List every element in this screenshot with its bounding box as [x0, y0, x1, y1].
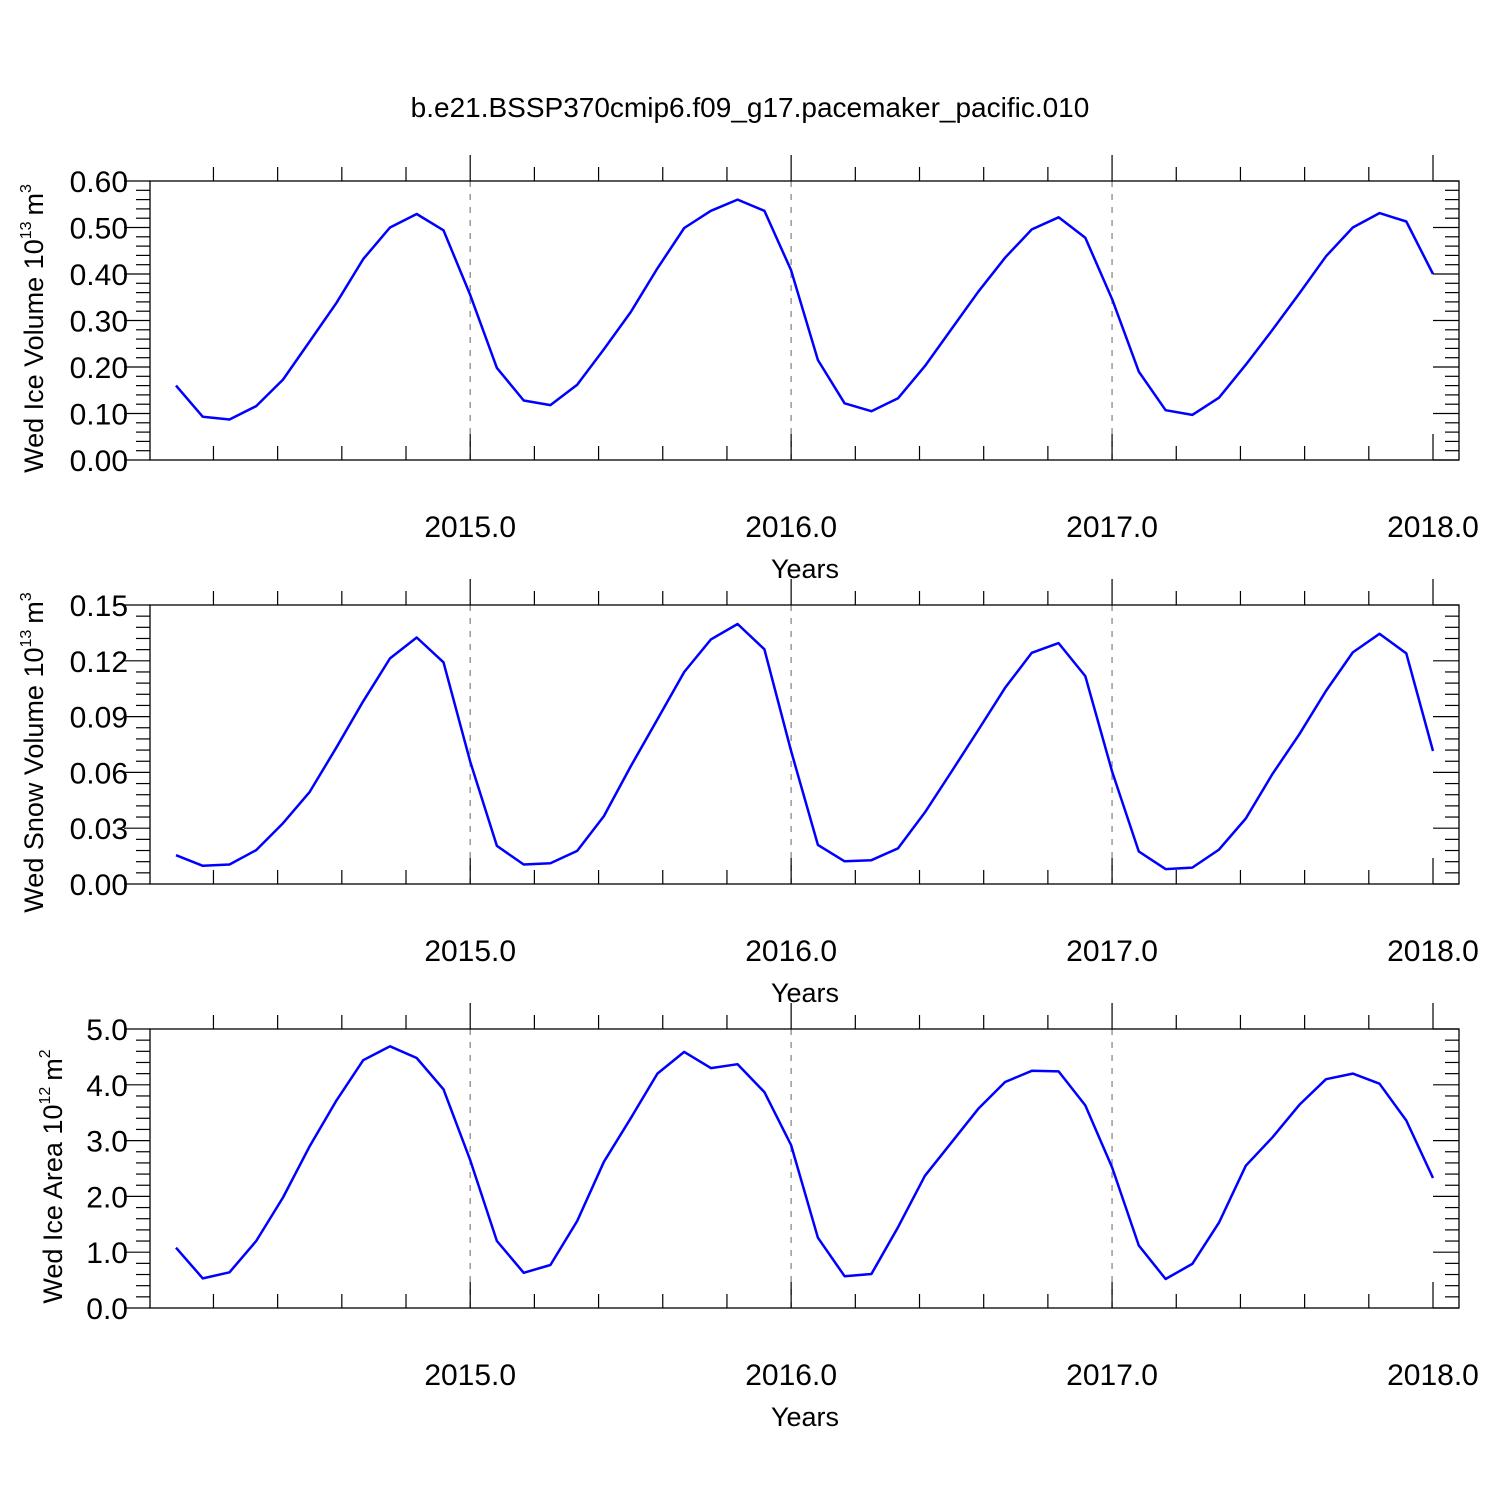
y-axis-title-exponent: 13: [18, 221, 35, 239]
y-tick-label: 0.20: [70, 352, 128, 385]
y-tick-label: 5.0: [86, 1014, 128, 1047]
panel-ice-area: 0.0 1.0 2.0 3.0 4.0 5.0 2015.0 2016.0 2017.0 2018…: [37, 1003, 1479, 1432]
panel-snow-volume: 0.00 0.03 0.06 0.09 0.12 0.15 2015.0 2016.0 2017…: [18, 579, 1479, 1008]
y-tick-label: 0.50: [70, 213, 128, 246]
y-axis-title-main: Wed Ice Volume 10: [19, 239, 49, 473]
y-tick-label: 0.00: [70, 445, 128, 478]
y-tick-label: 0.00: [70, 869, 128, 902]
x-tick-label: 2015.0: [424, 511, 516, 544]
y-axis-title-unit: m: [19, 193, 49, 216]
y-tick-label: 0.0: [86, 1293, 128, 1326]
series-line-ice-volume: [175, 198, 1435, 421]
x-tick-label: 2018.0: [1387, 1359, 1479, 1392]
y-tick-label: 4.0: [86, 1070, 128, 1103]
y-tick-label: 0.12: [70, 646, 128, 679]
y-tick-label: 0.10: [70, 399, 128, 432]
y-axis-title-unit-exponent: 3: [18, 184, 35, 193]
x-tick-label: 2017.0: [1066, 511, 1158, 544]
series-line-ice-area: [175, 1045, 1435, 1281]
y-axis-title-unit: m: [19, 601, 49, 624]
plot-frame: [149, 1028, 1460, 1309]
x-tick-label: 2016.0: [745, 935, 837, 968]
x-tick-label: 2016.0: [745, 1359, 837, 1392]
y-axis-title: Wed Ice Volume 1013 m3: [18, 184, 49, 473]
y-tick-label: 3.0: [86, 1126, 128, 1159]
panel-ice-volume: 0.00 0.10 0.20 0.30 0.40 0.50 0.60 2015.0 2016.0…: [18, 155, 1479, 584]
x-tick-label: 2017.0: [1066, 1359, 1158, 1392]
y-tick-label: 0.60: [70, 166, 128, 199]
x-tick-label: 2017.0: [1066, 935, 1158, 968]
plot-frame: [149, 180, 1460, 461]
x-axis-title: Years: [771, 978, 839, 1008]
x-axis-title: Years: [771, 554, 839, 584]
series-line-snow-volume: [175, 622, 1435, 871]
x-tick-label: 2018.0: [1387, 511, 1479, 544]
y-tick-label: 0.03: [70, 813, 128, 846]
y-axis-title-main: Wed Snow Volume 10: [19, 648, 49, 913]
x-tick-label: 2015.0: [424, 935, 516, 968]
y-tick-label: 0.06: [70, 757, 128, 790]
y-axis-title: Wed Snow Volume 1013 m3: [18, 592, 49, 912]
plot-frame: [149, 604, 1460, 885]
x-tick-label: 2018.0: [1387, 935, 1479, 968]
y-axis-title-exponent: 12: [37, 1087, 54, 1105]
y-axis-title-unit-exponent: 2: [37, 1049, 54, 1058]
y-tick-label: 1.0: [86, 1237, 128, 1270]
y-tick-label: 0.30: [70, 306, 128, 339]
y-axis-title-main: Wed Ice Area 10: [38, 1105, 68, 1304]
y-tick-label: 0.15: [70, 590, 128, 623]
y-axis-title-unit-exponent: 3: [18, 592, 35, 601]
y-axis-title-exponent: 13: [18, 630, 35, 648]
y-axis-title-unit: m: [38, 1058, 68, 1081]
y-axis-title: Wed Ice Area 1012 m2: [37, 1049, 68, 1303]
x-tick-label: 2016.0: [745, 511, 837, 544]
y-tick-label: 0.40: [70, 259, 128, 292]
chart-title: b.e21.BSSP370cmip6.f09_g17.pacemaker_pac…: [411, 92, 1090, 123]
y-tick-label: 0.09: [70, 702, 128, 735]
x-axis-title: Years: [771, 1402, 839, 1432]
x-tick-label: 2015.0: [424, 1359, 516, 1392]
y-tick-label: 2.0: [86, 1181, 128, 1214]
